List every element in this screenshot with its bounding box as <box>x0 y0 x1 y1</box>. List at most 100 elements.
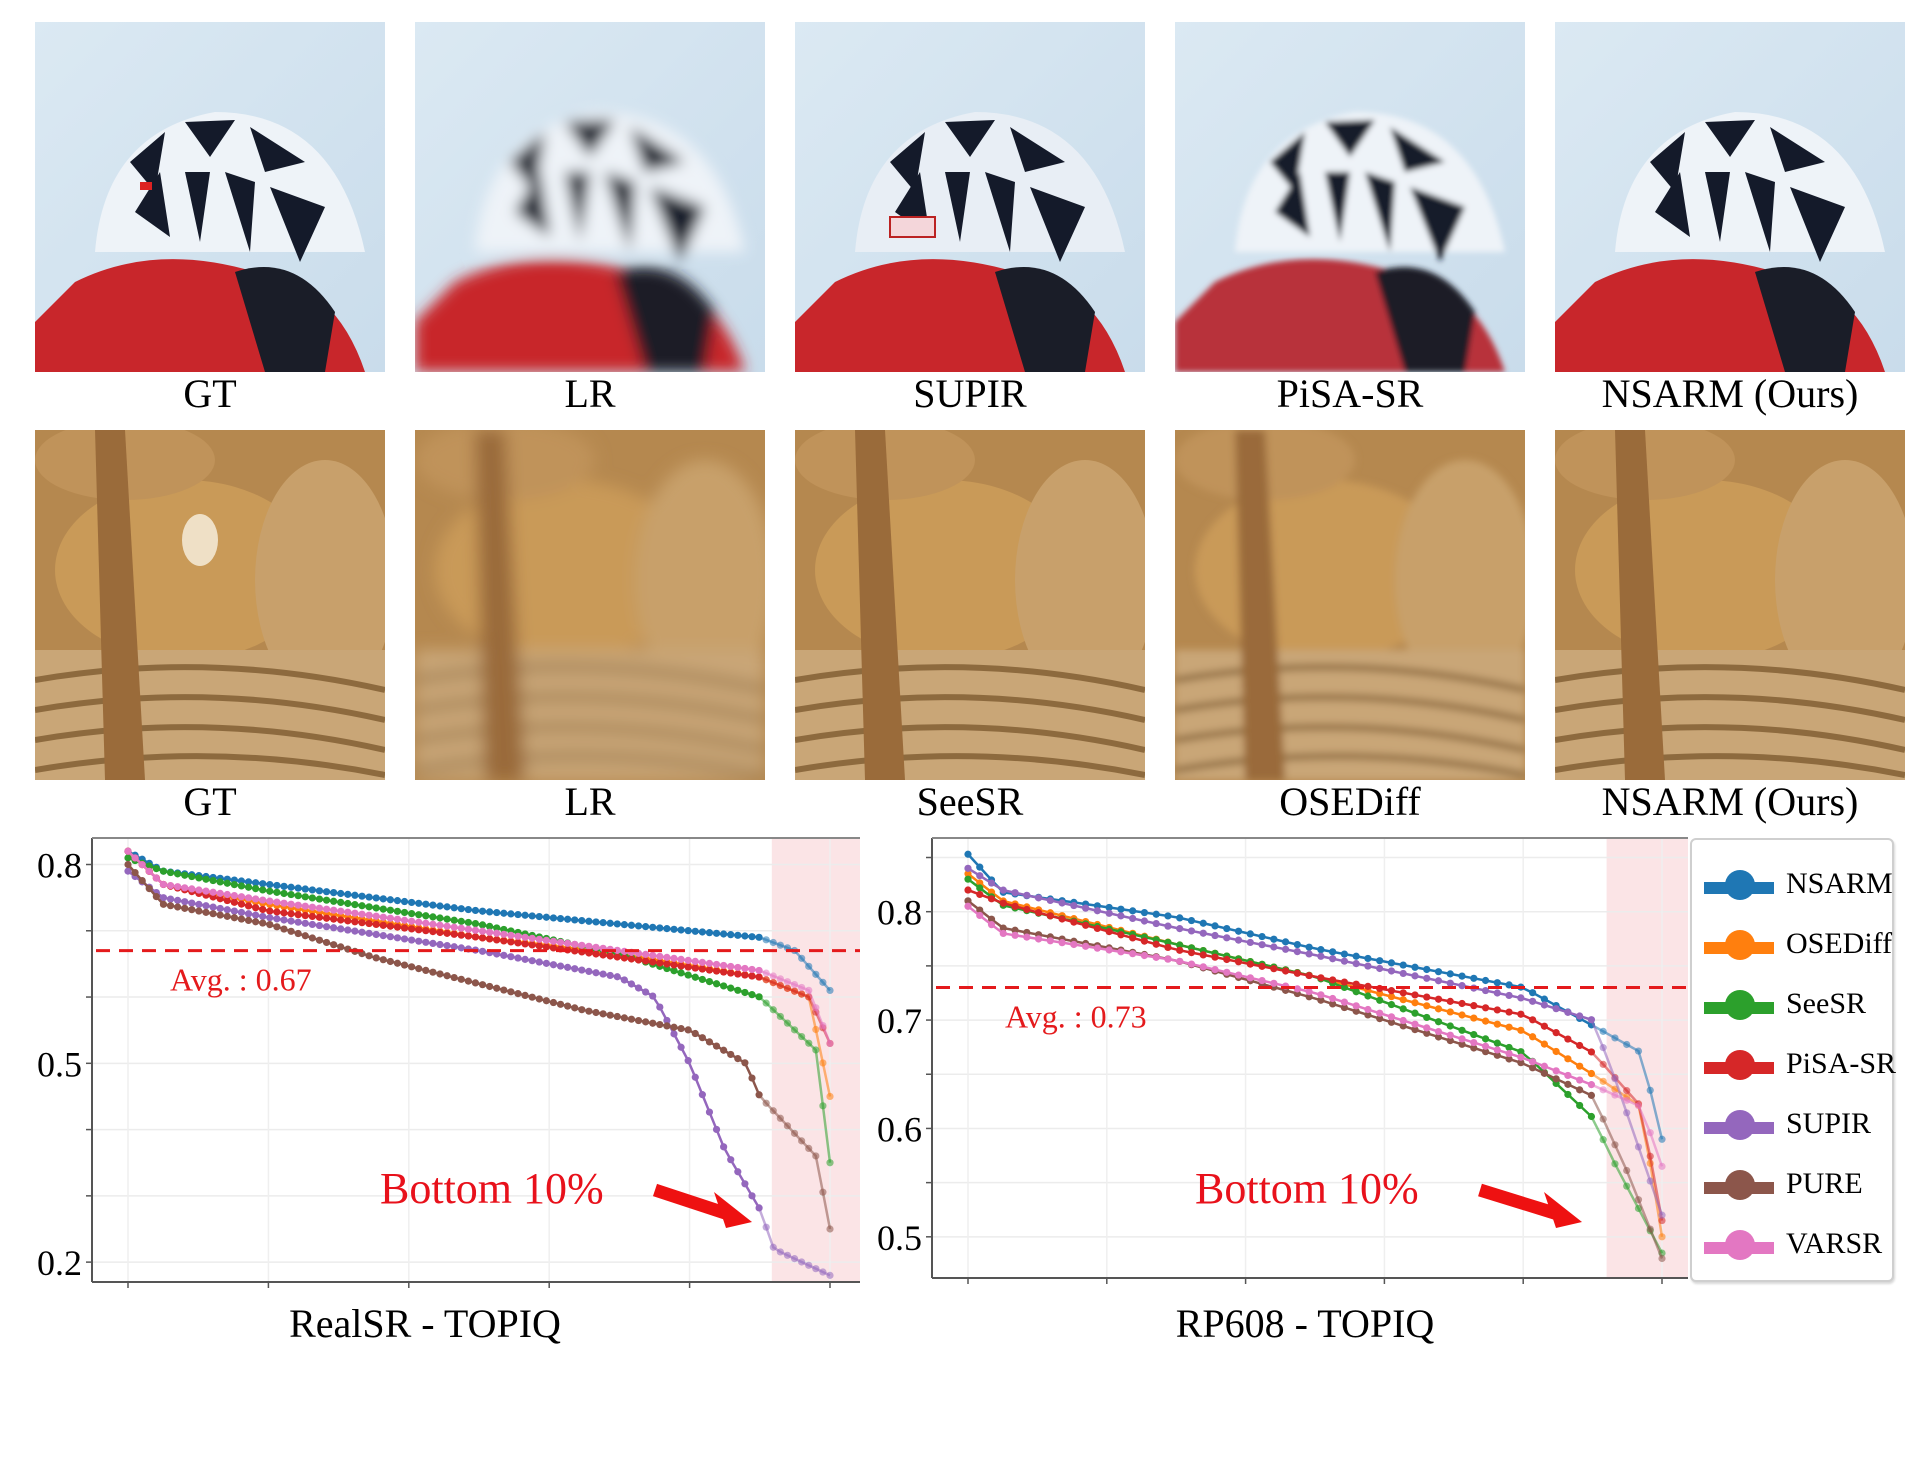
data-point <box>1423 993 1431 1001</box>
data-point <box>464 918 472 927</box>
data-point <box>400 924 409 932</box>
data-point <box>507 910 515 918</box>
data-point <box>422 912 430 920</box>
data-point <box>1129 950 1137 958</box>
data-point <box>649 992 657 1000</box>
data-point <box>627 1015 636 1023</box>
data-point <box>720 961 728 970</box>
data-point <box>266 887 274 895</box>
data-point <box>159 880 168 889</box>
data-point <box>790 1026 799 1034</box>
data-point <box>1493 1039 1501 1047</box>
data-point <box>599 1010 607 1018</box>
data-point <box>1105 909 1113 917</box>
data-point <box>478 907 487 915</box>
data-point <box>429 901 437 909</box>
data-point <box>705 929 714 937</box>
data-point <box>1540 1062 1548 1070</box>
data-point <box>379 956 387 964</box>
image-panel-basket-seesr <box>795 430 1145 780</box>
data-point <box>705 966 714 974</box>
data-point <box>734 1168 742 1176</box>
data-point <box>1446 970 1454 978</box>
data-point <box>1587 1048 1596 1056</box>
data-point <box>1199 929 1207 937</box>
image-panel-helmet-ours <box>1555 22 1905 372</box>
data-point <box>237 877 246 885</box>
data-point <box>1223 924 1231 933</box>
data-point <box>471 919 480 928</box>
data-point <box>1376 996 1384 1004</box>
data-point <box>1176 925 1184 933</box>
data-point <box>819 1188 827 1196</box>
data-point <box>691 1029 699 1038</box>
data-point <box>748 965 756 974</box>
data-point <box>500 930 508 938</box>
data-point <box>138 876 146 885</box>
data-point <box>999 899 1007 907</box>
data-point <box>287 900 295 908</box>
data-point <box>1199 963 1207 971</box>
data-point <box>578 1006 586 1014</box>
data-point <box>741 1059 749 1067</box>
data-point <box>1564 1055 1572 1063</box>
data-point <box>1352 988 1360 996</box>
data-point <box>1352 960 1360 968</box>
data-point <box>670 925 678 933</box>
data-point <box>244 910 253 918</box>
data-point <box>805 1144 813 1153</box>
data-point <box>1529 1033 1537 1041</box>
data-point <box>1552 1005 1560 1013</box>
data-point <box>1058 899 1066 907</box>
data-point <box>1011 931 1019 939</box>
data-point <box>1493 979 1501 987</box>
data-point <box>1058 939 1066 947</box>
data-point <box>556 914 565 923</box>
data-point <box>273 881 281 890</box>
data-point <box>769 972 777 980</box>
data-point <box>564 963 572 971</box>
data-point <box>1176 957 1184 965</box>
data-point <box>620 976 628 984</box>
data-point <box>712 929 721 937</box>
data-point <box>1411 1009 1419 1017</box>
data-point <box>188 899 196 907</box>
data-point <box>606 952 614 960</box>
data-point <box>1411 1026 1419 1034</box>
data-point <box>237 882 246 890</box>
data-point <box>987 895 996 903</box>
data-point <box>819 1268 827 1276</box>
data-point <box>308 886 316 894</box>
data-point <box>273 898 281 906</box>
panel-caption: NSARM (Ours) <box>1601 779 1859 824</box>
data-point <box>987 915 996 923</box>
data-point <box>337 898 345 906</box>
data-point <box>450 973 458 982</box>
data-point <box>1658 1233 1666 1241</box>
data-point <box>670 1030 678 1038</box>
data-point <box>656 1003 664 1011</box>
data-point <box>315 887 324 895</box>
data-point <box>627 955 636 963</box>
data-point <box>812 1265 820 1273</box>
image-panel-helmet-pisa <box>1175 22 1525 372</box>
data-point <box>642 950 650 958</box>
data-point <box>145 862 153 870</box>
data-point <box>1529 989 1537 997</box>
data-point <box>691 964 699 972</box>
data-point <box>493 929 501 937</box>
data-point <box>195 900 203 909</box>
data-point <box>315 904 324 912</box>
data-point <box>720 982 728 990</box>
data-point <box>457 924 465 932</box>
data-point <box>500 986 508 994</box>
data-point <box>1540 1022 1548 1030</box>
data-point <box>805 962 813 970</box>
data-point <box>1258 962 1266 970</box>
panel-caption: SeeSR <box>916 779 1024 824</box>
data-point <box>464 932 472 940</box>
data-point <box>649 1019 657 1027</box>
data-point <box>613 920 621 928</box>
data-point <box>1093 924 1101 933</box>
data-point <box>514 939 522 947</box>
